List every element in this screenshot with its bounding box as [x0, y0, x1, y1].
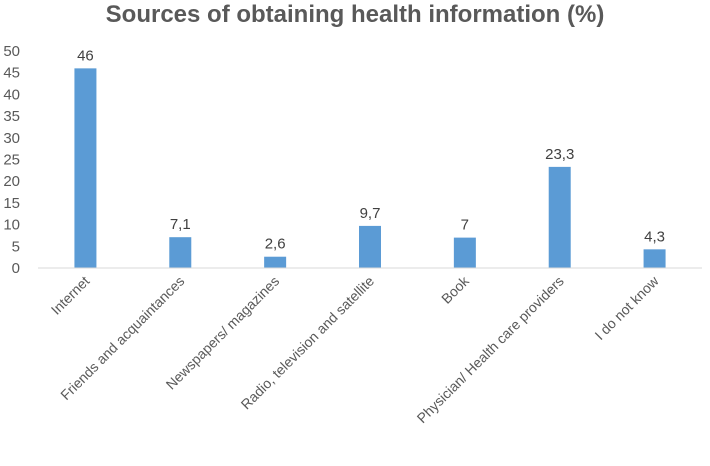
- data-label: 2,6: [265, 236, 286, 253]
- bar: [74, 68, 97, 268]
- data-label: 7,1: [170, 216, 191, 233]
- y-tick-label: 0: [12, 260, 20, 277]
- data-labels: 46 7,1 2,6 9,7 7 23,3 4,3: [77, 47, 665, 252]
- chart-title: Sources of obtaining health information …: [105, 1, 605, 28]
- y-tick-label: 15: [3, 195, 20, 212]
- bar: [453, 237, 476, 268]
- y-tick-label: 40: [3, 86, 20, 103]
- bar: [169, 237, 192, 268]
- bar: [359, 225, 381, 268]
- bar: [548, 166, 571, 268]
- y-tick-label: 45: [3, 65, 20, 82]
- category-label: Physician/ Health care providers: [414, 273, 567, 426]
- data-label: 7: [461, 217, 469, 234]
- y-axis: 0 5 10 15 20 25 30 35 40 45 50: [3, 43, 20, 277]
- data-label: 9,7: [360, 205, 381, 222]
- y-tick-label: 50: [3, 43, 20, 60]
- y-tick-label: 5: [12, 238, 20, 255]
- data-label: 4,3: [644, 228, 665, 245]
- bar: [643, 249, 666, 268]
- bar: [264, 256, 287, 268]
- y-tick-label: 20: [3, 173, 20, 190]
- category-label: I do not know: [591, 272, 662, 343]
- data-label: 23,3: [545, 146, 574, 163]
- y-tick-label: 30: [3, 130, 20, 147]
- category-label: Internet: [48, 273, 93, 318]
- y-tick-label: 35: [3, 108, 20, 125]
- data-label: 46: [77, 47, 94, 64]
- category-label: Book: [438, 272, 473, 307]
- y-tick-label: 25: [3, 152, 20, 169]
- bars: [74, 68, 666, 268]
- y-tick-label: 10: [3, 217, 20, 234]
